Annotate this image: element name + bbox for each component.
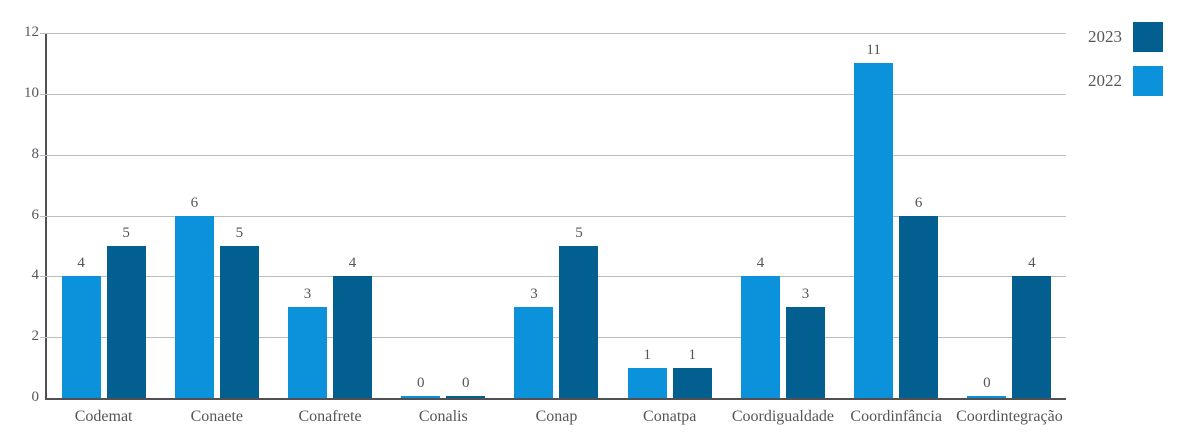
bar-value-label: 3 bbox=[303, 285, 312, 302]
bar[interactable]: 5 bbox=[219, 225, 259, 398]
gridline bbox=[40, 215, 1066, 217]
bar[interactable]: 0 bbox=[967, 375, 1007, 398]
bar-value-label: 4 bbox=[1028, 255, 1036, 272]
bar[interactable]: 3 bbox=[288, 286, 328, 398]
plot-area: 0 2 4 6 8 10 12 4 5 Codemat 6 5 Conaete 3 4 Conafrete 0 0… bbox=[24, 24, 1066, 425]
bar-value-label: 6 bbox=[914, 194, 923, 211]
bar-value-label: 1 bbox=[688, 346, 696, 363]
bar[interactable]: 0 bbox=[446, 375, 486, 398]
bar[interactable]: 4 bbox=[333, 255, 373, 398]
x-axis-category-label: Conatpa bbox=[643, 408, 697, 425]
bar[interactable]: 4 bbox=[61, 255, 101, 398]
x-axis-category-label: Coordintegração bbox=[956, 408, 1063, 425]
y-axis-tick-label: 2 bbox=[31, 328, 40, 345]
bar-value-label: 5 bbox=[235, 224, 244, 241]
y-axis-tick-label: 8 bbox=[31, 145, 40, 162]
bar[interactable]: 3 bbox=[785, 286, 825, 398]
gridline bbox=[40, 33, 1066, 34]
x-axis-category-label: Codemat bbox=[74, 408, 133, 425]
x-axis-category-label: Conaete bbox=[190, 408, 244, 425]
y-axis-tick-label: 6 bbox=[31, 206, 40, 223]
bar-value-label: 4 bbox=[348, 255, 357, 272]
bar[interactable]: 6 bbox=[174, 195, 214, 398]
bar[interactable]: 4 bbox=[1012, 255, 1052, 398]
bar[interactable]: 3 bbox=[514, 286, 554, 398]
legend-swatch-icon bbox=[1133, 66, 1163, 96]
gridline bbox=[40, 276, 1066, 278]
x-axis-category-label: Coordigualdade bbox=[731, 408, 835, 425]
bar[interactable]: 5 bbox=[559, 225, 599, 398]
bar-value-label: 4 bbox=[77, 255, 85, 272]
legend-swatch-icon bbox=[1133, 22, 1163, 52]
bar[interactable]: 6 bbox=[899, 195, 939, 398]
bar-value-label: 3 bbox=[530, 285, 538, 302]
legend: 2023 2022 bbox=[1088, 22, 1163, 110]
bar[interactable]: 1 bbox=[627, 347, 667, 398]
gridline bbox=[40, 154, 1066, 156]
bar-value-label: 1 bbox=[643, 346, 651, 363]
x-axis-category-label: Conalis bbox=[418, 408, 468, 425]
bar-value-label: 5 bbox=[122, 224, 130, 241]
legend-item-2022[interactable]: 2022 bbox=[1088, 66, 1163, 96]
y-axis-tick-label: 0 bbox=[31, 389, 40, 405]
y-axis-tick-label: 10 bbox=[24, 84, 39, 101]
y-axis-tick-label: 12 bbox=[24, 24, 39, 40]
legend-label: 2023 bbox=[1088, 27, 1122, 46]
gridline bbox=[40, 93, 1066, 95]
bar-value-label: 0 bbox=[983, 375, 991, 391]
bar[interactable]: 1 bbox=[672, 347, 712, 398]
bar-value-label: 5 bbox=[575, 224, 583, 241]
bar-value-label: 0 bbox=[462, 375, 470, 391]
bar-value-label: 3 bbox=[801, 285, 810, 302]
x-axis-category-label: Conafrete bbox=[298, 408, 362, 425]
bar-value-label: 0 bbox=[417, 375, 425, 391]
bar-value-label: 11 bbox=[866, 42, 881, 59]
y-axis-tick-label: 4 bbox=[31, 267, 40, 284]
bar[interactable]: 0 bbox=[401, 375, 441, 398]
x-axis-category-label: Conap bbox=[535, 408, 578, 425]
legend-item-2023[interactable]: 2023 bbox=[1088, 22, 1163, 52]
bar[interactable]: 11 bbox=[854, 42, 894, 398]
legend-label: 2022 bbox=[1088, 71, 1122, 90]
x-axis-category-label: Coordinfância bbox=[850, 408, 942, 425]
bar[interactable]: 4 bbox=[740, 255, 780, 398]
bar-group: 11 6 bbox=[840, 33, 953, 398]
bar-value-label: 6 bbox=[190, 194, 199, 211]
bar-value-label: 4 bbox=[756, 255, 765, 272]
bar[interactable]: 5 bbox=[106, 225, 146, 398]
